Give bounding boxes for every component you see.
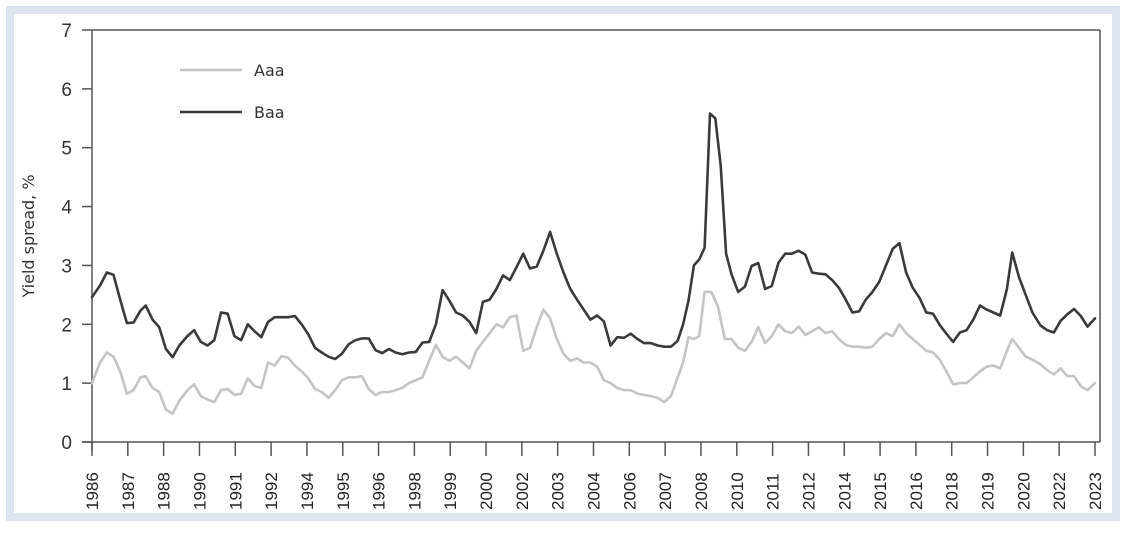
x-tick-label: 2019: [979, 472, 998, 510]
series-line-baa: [90, 112, 1097, 361]
x-tick-label: 2023: [1086, 472, 1105, 510]
x-tick-label: 1990: [190, 472, 209, 510]
x-tick-label: 2000: [477, 472, 496, 510]
y-tick-label: 5: [61, 139, 72, 160]
x-tick-label: 2014: [835, 472, 854, 510]
x-tick-label: 1996: [370, 472, 389, 510]
y-tick-label: 3: [61, 256, 72, 277]
y-tick-label: 4: [61, 198, 72, 219]
plot-background: [92, 30, 1100, 442]
x-tick-label: 2018: [943, 472, 962, 510]
y-tick-label: 7: [61, 21, 72, 42]
series-lines: [90, 112, 1097, 415]
y-tick-label: 0: [61, 433, 72, 454]
plot-area: [82, 29, 1101, 450]
y-tick-label: 2: [61, 315, 72, 336]
x-tick-label: 2004: [585, 472, 604, 510]
x-tick-label: 2015: [871, 472, 890, 510]
x-tick-label: 2020: [1014, 472, 1033, 510]
x-tick-label: 2003: [549, 472, 568, 510]
x-tick-label: 1987: [119, 472, 138, 510]
x-tick-label: 1991: [226, 472, 245, 510]
legend-label-baa: Baa: [254, 103, 285, 122]
x-tick-label: 2007: [656, 472, 675, 510]
x-tick-label: 2011: [764, 473, 783, 510]
x-tick-label: 2008: [692, 472, 711, 510]
y-tick-label: 6: [61, 80, 72, 101]
x-tick-label: 2010: [728, 472, 747, 510]
y-axis-ticks: 0 1 2 3 4 5 6 7: [61, 21, 92, 454]
x-tick-label: 1986: [83, 472, 102, 510]
x-axis-ticks: 1986 1987 1988 1990 1991 1992 1994 1995 1996 1998…: [83, 442, 1105, 510]
series-line-aaa: [90, 290, 1097, 415]
x-tick-label: 2006: [620, 472, 639, 510]
x-tick-label: 1992: [262, 472, 281, 510]
y-tick-label: 1: [61, 374, 72, 395]
legend: Aaa Baa: [180, 61, 285, 122]
x-tick-label: 1994: [298, 472, 317, 510]
x-tick-label: 1998: [405, 472, 424, 510]
x-tick-label: 1995: [334, 472, 353, 510]
x-tick-label: 2002: [513, 472, 532, 510]
x-tick-label: 2022: [1050, 472, 1069, 510]
legend-label-aaa: Aaa: [254, 61, 285, 80]
x-tick-label: 2016: [907, 472, 926, 510]
x-tick-label: 1988: [155, 472, 174, 510]
y-axis-label: Yield spread, %: [19, 174, 38, 298]
x-tick-label: 1999: [441, 472, 460, 510]
x-tick-label: 2012: [799, 472, 818, 510]
